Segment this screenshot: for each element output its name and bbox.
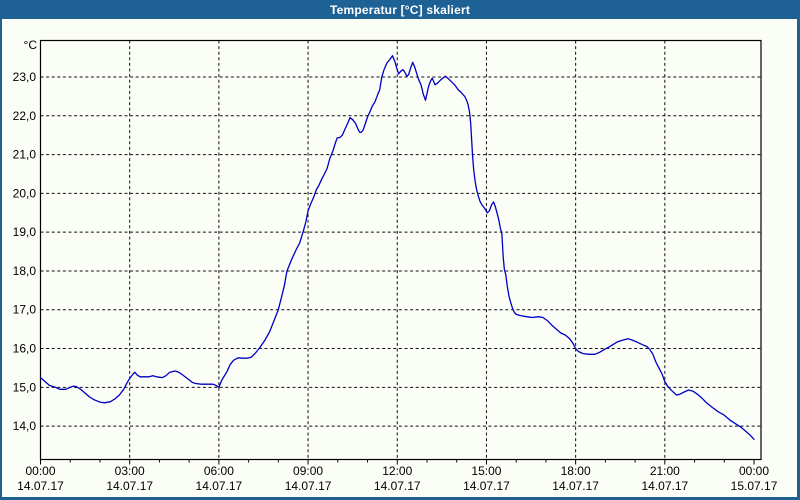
x-tick-date-label: 14.07.17 [106,479,153,493]
chart-title: Temperatur [°C] skaliert [329,2,471,17]
y-tick-label: 22,0 [13,109,37,123]
x-tick-time-label: 00:00 [739,464,769,478]
x-tick-time-label: 00:00 [25,464,55,478]
x-tick-time-label: 06:00 [204,464,234,478]
x-tick-date-label: 14.07.17 [552,479,599,493]
temperature-line [39,55,755,440]
x-tick-time-label: 12:00 [382,464,412,478]
y-tick-label: 21,0 [13,148,37,162]
plot-frame [39,39,762,461]
y-tick-label: 14,0 [13,419,37,433]
y-tick-label: 23,0 [13,70,37,84]
x-tick-date-label: 14.07.17 [641,479,688,493]
y-tick-label: 15,0 [13,380,37,394]
y-tick-label: 20,0 [13,186,37,200]
x-tick-time-label: 09:00 [293,464,323,478]
x-tick-date-label: 15.07.17 [731,479,778,493]
title-bar: Temperatur [°C] skaliert [0,0,800,19]
x-tick-time-label: 18:00 [561,464,591,478]
x-tick-time-label: 03:00 [115,464,145,478]
x-tick-date-label: 14.07.17 [17,479,64,493]
y-tick-label: 17,0 [13,303,37,317]
y-tick-label: 18,0 [13,264,37,278]
x-tick-date-label: 14.07.17 [374,479,421,493]
y-axis-unit-label: °C [24,38,38,52]
y-tick-label: 19,0 [13,225,37,239]
x-tick-date-label: 14.07.17 [285,479,332,493]
x-tick-date-label: 14.07.17 [196,479,243,493]
x-tick-time-label: 21:00 [650,464,680,478]
y-tick-label: 16,0 [13,342,37,356]
x-tick-time-label: 15:00 [471,464,501,478]
x-tick-date-label: 14.07.17 [463,479,510,493]
